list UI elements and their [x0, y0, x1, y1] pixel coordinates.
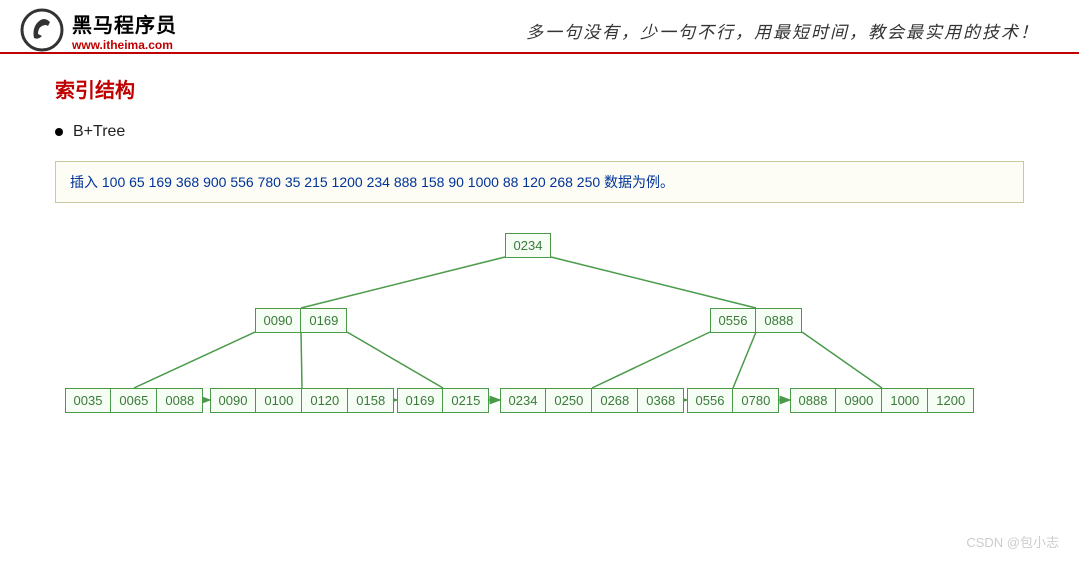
bplus-tree-diagram: 0234009001690556088800350065008800900100…: [60, 233, 1020, 443]
tree-node: 00900169: [255, 308, 348, 333]
logo: 黑马程序员 www.itheima.com: [20, 8, 177, 52]
tree-node: 0234025002680368: [500, 388, 685, 413]
horse-icon: [20, 8, 64, 52]
tree-node: 0888090010001200: [790, 388, 975, 413]
tree-key: 0065: [110, 389, 156, 412]
tree-key: 0780: [732, 389, 778, 412]
tree-key: 1000: [881, 389, 927, 412]
logo-text: 黑马程序员 www.itheima.com: [72, 9, 177, 52]
tree-key: 0556: [688, 389, 733, 412]
tree-key: 0888: [755, 309, 801, 332]
section-title: 索引结构: [55, 74, 1024, 103]
logo-chinese: 黑马程序员: [72, 9, 177, 38]
tree-key: 0169: [398, 389, 443, 412]
tree-key: 0234: [501, 389, 546, 412]
tree-node: 0234: [505, 233, 552, 258]
tree-node: 01690215: [397, 388, 490, 413]
tree-node: 05560888: [710, 308, 803, 333]
tagline: 多一句没有，少一句不行，用最短时间，教会最实用的技术！: [526, 18, 1059, 43]
bullet-item: B+Tree: [55, 123, 1024, 141]
bullet-icon: [55, 128, 63, 136]
tree-key: 1200: [927, 389, 973, 412]
tree-key: 0158: [347, 389, 393, 412]
header: 黑马程序员 www.itheima.com 多一句没有，少一句不行，用最短时间，…: [0, 0, 1079, 54]
tree-key: 0215: [442, 389, 488, 412]
tree-node: 003500650088: [65, 388, 204, 413]
tree-key: 0268: [591, 389, 637, 412]
tree-key: 0035: [66, 389, 111, 412]
watermark: CSDN @包小志: [966, 532, 1059, 551]
tree-node: 0090010001200158: [210, 388, 395, 413]
insert-example-box: 插入 100 65 169 368 900 556 780 35 215 120…: [55, 161, 1024, 203]
tree-key: 0120: [301, 389, 347, 412]
tree-key: 0888: [791, 389, 836, 412]
tree-node: 05560780: [687, 388, 780, 413]
tree-key: 0250: [545, 389, 591, 412]
tree-key: 0088: [156, 389, 202, 412]
tree-key: 0900: [835, 389, 881, 412]
tree-key: 0090: [211, 389, 256, 412]
tree-key: 0556: [711, 309, 756, 332]
tree-key: 0234: [506, 234, 551, 257]
content: 索引结构 B+Tree 插入 100 65 169 368 900 556 78…: [0, 54, 1079, 463]
tree-key: 0368: [637, 389, 683, 412]
bullet-label: B+Tree: [73, 123, 125, 141]
tree-key: 0090: [256, 309, 301, 332]
tree-key: 0169: [300, 309, 346, 332]
tree-key: 0100: [255, 389, 301, 412]
logo-url: www.itheima.com: [72, 38, 177, 52]
